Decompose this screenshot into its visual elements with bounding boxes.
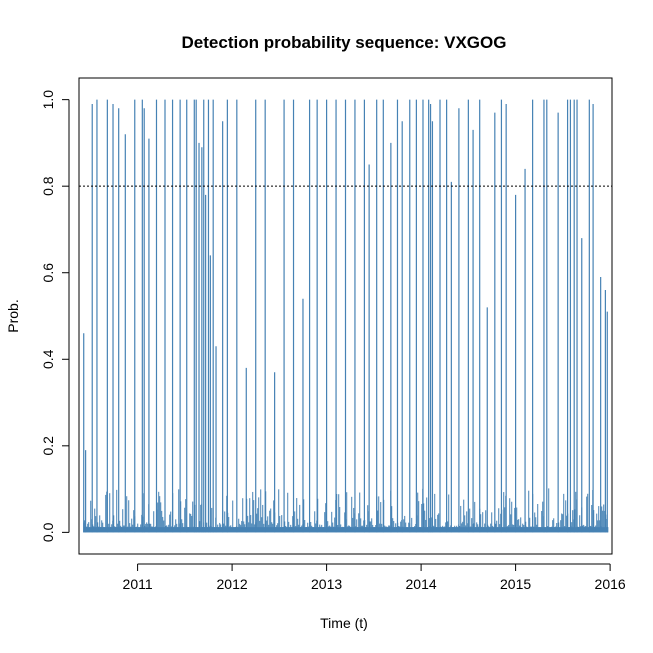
y-tick-label: 0.8 <box>40 176 56 196</box>
y-axis-label: Prob. <box>5 299 21 332</box>
x-tick-label: 2015 <box>500 576 531 592</box>
baseline-fill <box>83 488 609 533</box>
bar-series <box>83 99 608 533</box>
x-tick-label: 2013 <box>311 576 342 592</box>
x-tick-label: 2011 <box>123 576 153 592</box>
x-tick-label: 2012 <box>217 576 248 592</box>
x-axis-label: Time (t) <box>320 615 368 631</box>
y-axis: 0.0 0.2 0.4 0.6 0.8 1.0 <box>40 90 70 542</box>
x-tick-label: 2016 <box>595 576 626 592</box>
y-tick-label: 0.6 <box>40 263 56 283</box>
chart-title: Detection probability sequence: VXGOG <box>182 33 507 52</box>
plot-frame <box>78 77 613 555</box>
x-axis: 2011 2012 2013 2014 2015 2016 <box>123 563 626 592</box>
y-tick-label: 0.2 <box>40 436 56 456</box>
x-tick-label: 2014 <box>406 576 437 592</box>
y-tick-label: 0.0 <box>40 522 56 542</box>
y-tick-label: 1.0 <box>40 90 56 110</box>
y-tick-label: 0.4 <box>40 349 56 369</box>
